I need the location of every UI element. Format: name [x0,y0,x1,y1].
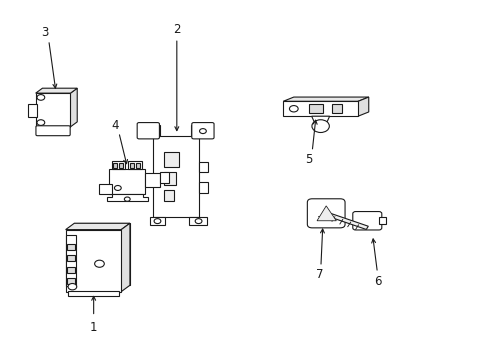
Polygon shape [150,217,164,225]
Polygon shape [283,97,368,101]
Circle shape [154,219,161,224]
Bar [130,163,134,168]
Bar [111,161,125,169]
Bar [119,163,122,168]
Bar [28,104,37,117]
FancyBboxPatch shape [137,123,159,139]
Bar [67,278,75,284]
Polygon shape [140,125,160,136]
Polygon shape [74,223,130,285]
Text: 6: 6 [373,275,381,288]
Bar [198,162,208,172]
Polygon shape [65,223,130,230]
Bar [65,235,76,286]
Circle shape [311,120,329,132]
Bar [113,163,117,168]
Polygon shape [121,223,130,292]
Bar [152,136,198,217]
Polygon shape [36,88,77,93]
FancyBboxPatch shape [191,123,214,139]
Bar [99,184,111,194]
Text: 7: 7 [315,269,323,282]
Polygon shape [328,213,367,229]
Text: 5: 5 [304,153,311,166]
Polygon shape [316,206,336,221]
Text: 2: 2 [173,23,180,36]
Polygon shape [357,97,368,116]
Bar [164,172,176,185]
Circle shape [37,120,44,125]
Circle shape [199,129,206,134]
Bar [160,172,168,183]
Polygon shape [191,125,212,136]
Bar [164,153,178,167]
Bar [128,161,142,169]
Circle shape [114,185,121,190]
Bar [68,291,119,296]
Bar [283,101,357,116]
Bar [67,244,75,250]
Bar [145,173,160,187]
Circle shape [289,105,298,112]
Bar [67,267,75,273]
Bar [67,256,75,261]
Bar [136,163,139,168]
Circle shape [95,260,104,267]
Polygon shape [311,116,329,126]
Circle shape [37,95,44,100]
Polygon shape [106,194,147,201]
Bar [36,93,70,127]
FancyBboxPatch shape [307,199,345,228]
Circle shape [195,219,202,224]
FancyBboxPatch shape [36,126,70,136]
Bar [378,216,386,224]
Text: 1: 1 [90,321,97,334]
Circle shape [68,283,77,290]
Polygon shape [70,88,77,127]
Bar [309,104,322,113]
FancyBboxPatch shape [352,212,381,230]
Text: 4: 4 [111,118,119,131]
Bar [331,104,342,113]
Polygon shape [188,217,207,225]
Bar [65,230,121,292]
Bar [198,182,208,193]
Circle shape [124,197,130,201]
Text: 3: 3 [41,26,49,39]
Bar [109,169,145,194]
Bar [164,190,173,201]
